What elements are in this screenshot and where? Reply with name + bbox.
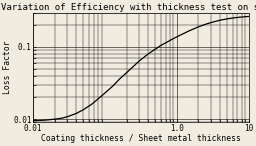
Title: Variation of Efficiency with thickness test on steel: Variation of Efficiency with thickness t… — [1, 3, 256, 12]
X-axis label: Coating thickness / Sheet metal thickness: Coating thickness / Sheet metal thicknes… — [41, 134, 241, 143]
Y-axis label: Loss Factor: Loss Factor — [3, 41, 12, 94]
